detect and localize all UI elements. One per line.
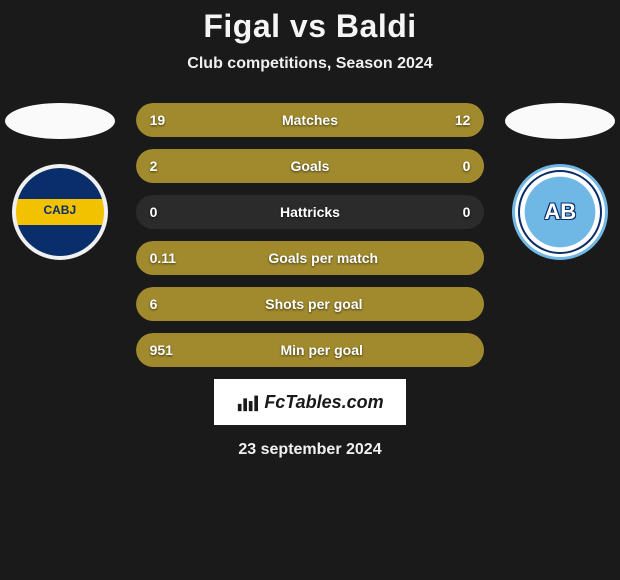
right-player-ellipse xyxy=(505,103,615,139)
subtitle: Club competitions, Season 2024 xyxy=(187,55,432,73)
stat-bar: 951 Min per goal xyxy=(136,333,485,367)
stat-label: Goals xyxy=(291,158,330,174)
stat-left-value: 0 xyxy=(150,204,158,220)
right-club-col: AB xyxy=(500,103,620,260)
stat-right-value: 12 xyxy=(455,112,471,128)
stats-column: 19 Matches 12 2 Goals 0 0 Hattricks 0 0.11 Goals p… xyxy=(136,103,485,367)
stat-left-value: 2 xyxy=(150,158,158,174)
right-badge-text: AB xyxy=(544,199,576,225)
stat-bar: 0.11 Goals per match xyxy=(136,241,485,275)
stat-label: Hattricks xyxy=(280,204,340,220)
left-player-ellipse xyxy=(5,103,115,139)
stat-label: Shots per goal xyxy=(265,296,362,312)
stat-left-value: 6 xyxy=(150,296,158,312)
stat-left-value: 951 xyxy=(150,342,173,358)
stat-label: Goals per match xyxy=(268,250,378,266)
stat-bar: 2 Goals 0 xyxy=(136,149,485,183)
stat-right-value: 0 xyxy=(463,158,471,174)
right-club-badge: AB xyxy=(512,164,608,260)
chart-bars-icon xyxy=(236,391,258,413)
stat-bar: 6 Shots per goal xyxy=(136,287,485,321)
left-club-col: CABJ xyxy=(0,103,120,260)
date-label: 23 september 2024 xyxy=(238,441,381,459)
stat-label: Matches xyxy=(282,112,338,128)
fctables-label: FcTables.com xyxy=(264,392,383,413)
main-row: CABJ 19 Matches 12 2 Goals 0 0 Hattricks 0 0.11 Go… xyxy=(0,103,620,367)
stat-left-value: 0.11 xyxy=(150,250,176,266)
page-title: Figal vs Baldi xyxy=(203,8,416,45)
stat-left-value: 19 xyxy=(150,112,166,128)
fctables-link[interactable]: FcTables.com xyxy=(214,379,405,425)
stat-right-value: 0 xyxy=(463,204,471,220)
stat-label: Min per goal xyxy=(280,342,362,358)
stat-bar: 0 Hattricks 0 xyxy=(136,195,485,229)
comparison-card: Figal vs Baldi Club competitions, Season… xyxy=(0,0,620,580)
left-badge-text: CABJ xyxy=(43,203,76,217)
left-club-badge: CABJ xyxy=(12,164,108,260)
stat-bar: 19 Matches 12 xyxy=(136,103,485,137)
